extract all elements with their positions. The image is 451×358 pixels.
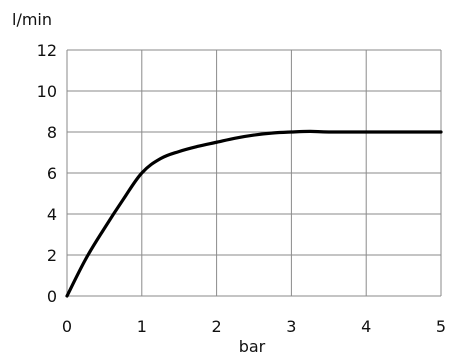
y-tick-label: 6 (47, 164, 57, 183)
y-tick-label: 12 (37, 41, 57, 60)
y-tick-label: 8 (47, 123, 57, 142)
y-tick-label: 0 (47, 287, 57, 306)
series-layer (65, 129, 443, 298)
grid (66, 49, 442, 297)
y-tick-label: 10 (37, 82, 57, 101)
series-line (65, 129, 443, 298)
x-tick-label: 1 (137, 317, 147, 336)
y-axis-label: l/min (12, 10, 52, 29)
x-tick-label: 2 (212, 317, 222, 336)
y-tick-label: 4 (47, 205, 57, 224)
x-tick-label: 0 (62, 317, 72, 336)
x-tick-label: 4 (361, 317, 371, 336)
x-tick-label: 5 (436, 317, 446, 336)
x-tick-label: 3 (286, 317, 296, 336)
x-axis-label: bar (239, 337, 266, 356)
y-tick-label: 2 (47, 246, 57, 265)
